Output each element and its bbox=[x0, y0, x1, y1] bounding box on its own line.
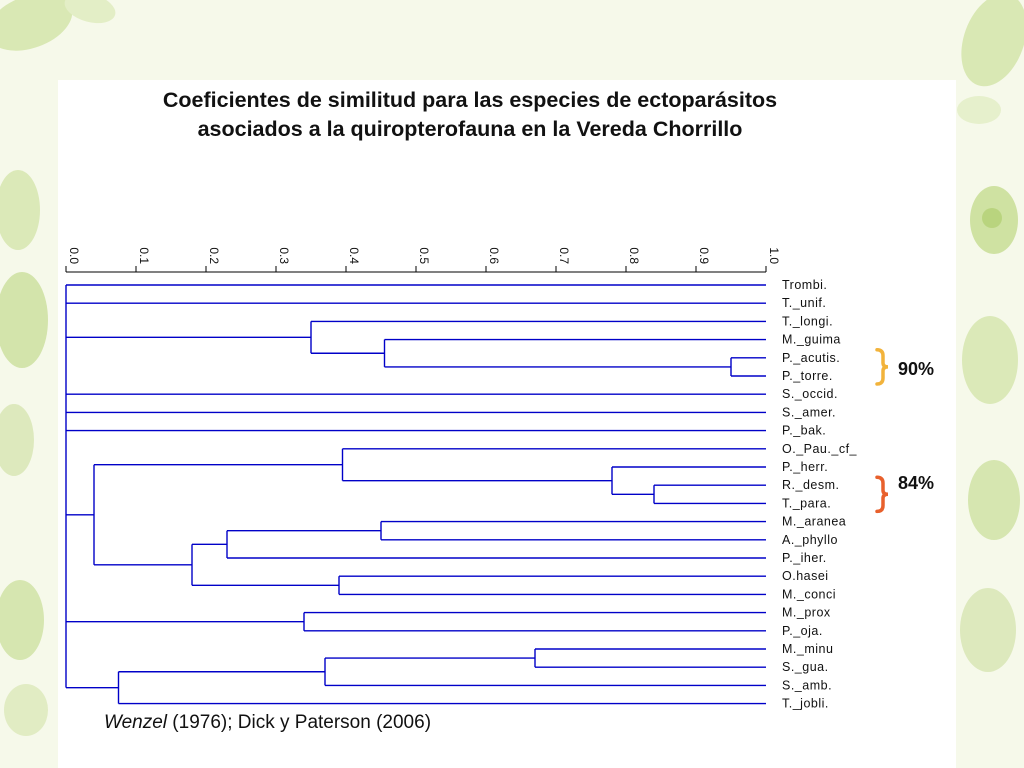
axis-tick-label: 0.1 bbox=[137, 247, 151, 264]
leaf-label: P._oja. bbox=[782, 624, 823, 638]
leaf-label: S._gua. bbox=[782, 660, 829, 674]
axis-tick-label: 0.7 bbox=[557, 247, 571, 264]
leaf-decoration-left bbox=[0, 170, 48, 476]
leaf-labels: Trombi. T._unif. T._longi. M._guima P._acuti… bbox=[782, 278, 858, 711]
leaf-label: A._phyllo bbox=[782, 533, 838, 547]
leaf-label: P._iher. bbox=[782, 551, 827, 565]
leaf-decoration-top-right bbox=[957, 0, 1024, 124]
slide-title: Coeficientes de similitud para las espec… bbox=[70, 86, 870, 144]
bracket-90-percent bbox=[875, 348, 889, 386]
leaf-label: S._occid. bbox=[782, 387, 838, 401]
source-author: Wenzel bbox=[104, 712, 168, 733]
leaf-label: T._longi. bbox=[782, 314, 833, 328]
leaf-label: P._herr. bbox=[782, 460, 828, 474]
dendrogram-tree bbox=[65, 284, 766, 705]
leaf-label: O._Pau._cf_ bbox=[782, 442, 858, 456]
leaf-decoration-left-bottom bbox=[0, 580, 48, 736]
leaf-label: T._para. bbox=[782, 496, 831, 510]
leaf-label: T._unif. bbox=[782, 296, 826, 310]
title-line-2: asociados a la quiropterofauna en la Ver… bbox=[197, 117, 743, 141]
axis-tick-label: 0.2 bbox=[207, 247, 221, 264]
source-citation: Wenzel (1976); Dick y Paterson (2006) bbox=[104, 712, 431, 734]
leaf-decoration-top-left bbox=[0, 0, 116, 51]
leaf-label: S._amer. bbox=[782, 405, 836, 419]
chart-panel bbox=[58, 80, 956, 768]
axis-tick-label: 1.0 bbox=[767, 247, 781, 264]
leaf-label: M._aranea bbox=[782, 515, 846, 529]
title-line-1: Coeficientes de similitud para las espec… bbox=[162, 88, 778, 112]
leaf-label: M._conci bbox=[782, 587, 836, 601]
axis-tick-label: 0.8 bbox=[627, 247, 641, 264]
leaf-label: T._jobli. bbox=[782, 697, 829, 711]
source-rest: (1976); Dick y Paterson (2006) bbox=[167, 712, 432, 733]
leaf-label: M._guima bbox=[782, 333, 841, 347]
leaf-label: O.hasei bbox=[782, 569, 829, 583]
leaf-label: M._minu bbox=[782, 642, 833, 656]
leaf-label: P._bak. bbox=[782, 424, 826, 438]
axis-tick-label: 0.4 bbox=[347, 247, 361, 264]
bracket-84-percent bbox=[875, 475, 889, 514]
axis-tick-label: 0.6 bbox=[487, 247, 501, 264]
leaf-label: Trombi. bbox=[782, 278, 827, 292]
leaf-label: P._acutis. bbox=[782, 351, 840, 365]
annotation-brackets bbox=[875, 348, 889, 514]
similarity-axis: 0.0 0.1 0.2 0.3 0.4 0.5 0.6 0.7 0.8 0.9 1.0 bbox=[65, 247, 781, 273]
annotation-84-percent: 84% bbox=[898, 473, 935, 493]
axis-tick-label: 0.9 bbox=[697, 247, 711, 264]
leaf-label: S._amb. bbox=[782, 678, 832, 692]
annotation-90-percent: 90% bbox=[898, 359, 935, 379]
axis-tick-label: 0.3 bbox=[277, 247, 291, 264]
axis-tick-label: 0.0 bbox=[67, 247, 81, 264]
leaf-decoration-right bbox=[960, 186, 1020, 672]
axis-tick-label: 0.5 bbox=[417, 247, 431, 264]
leaf-label: P._torre. bbox=[782, 369, 833, 383]
leaf-label: M._prox bbox=[782, 606, 831, 620]
leaf-label: R._desm. bbox=[782, 478, 840, 492]
